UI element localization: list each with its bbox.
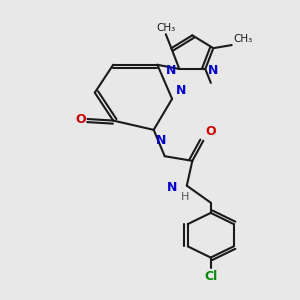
Text: Cl: Cl <box>204 270 218 283</box>
Text: CH₃: CH₃ <box>234 34 253 44</box>
Text: CH₃: CH₃ <box>156 23 176 33</box>
Text: O: O <box>205 125 216 138</box>
Text: N: N <box>166 64 176 77</box>
Text: O: O <box>75 112 86 125</box>
Text: N: N <box>208 64 219 77</box>
Text: N: N <box>155 134 166 147</box>
Text: N: N <box>167 181 178 194</box>
Text: H: H <box>181 193 189 202</box>
Text: N: N <box>176 84 186 97</box>
